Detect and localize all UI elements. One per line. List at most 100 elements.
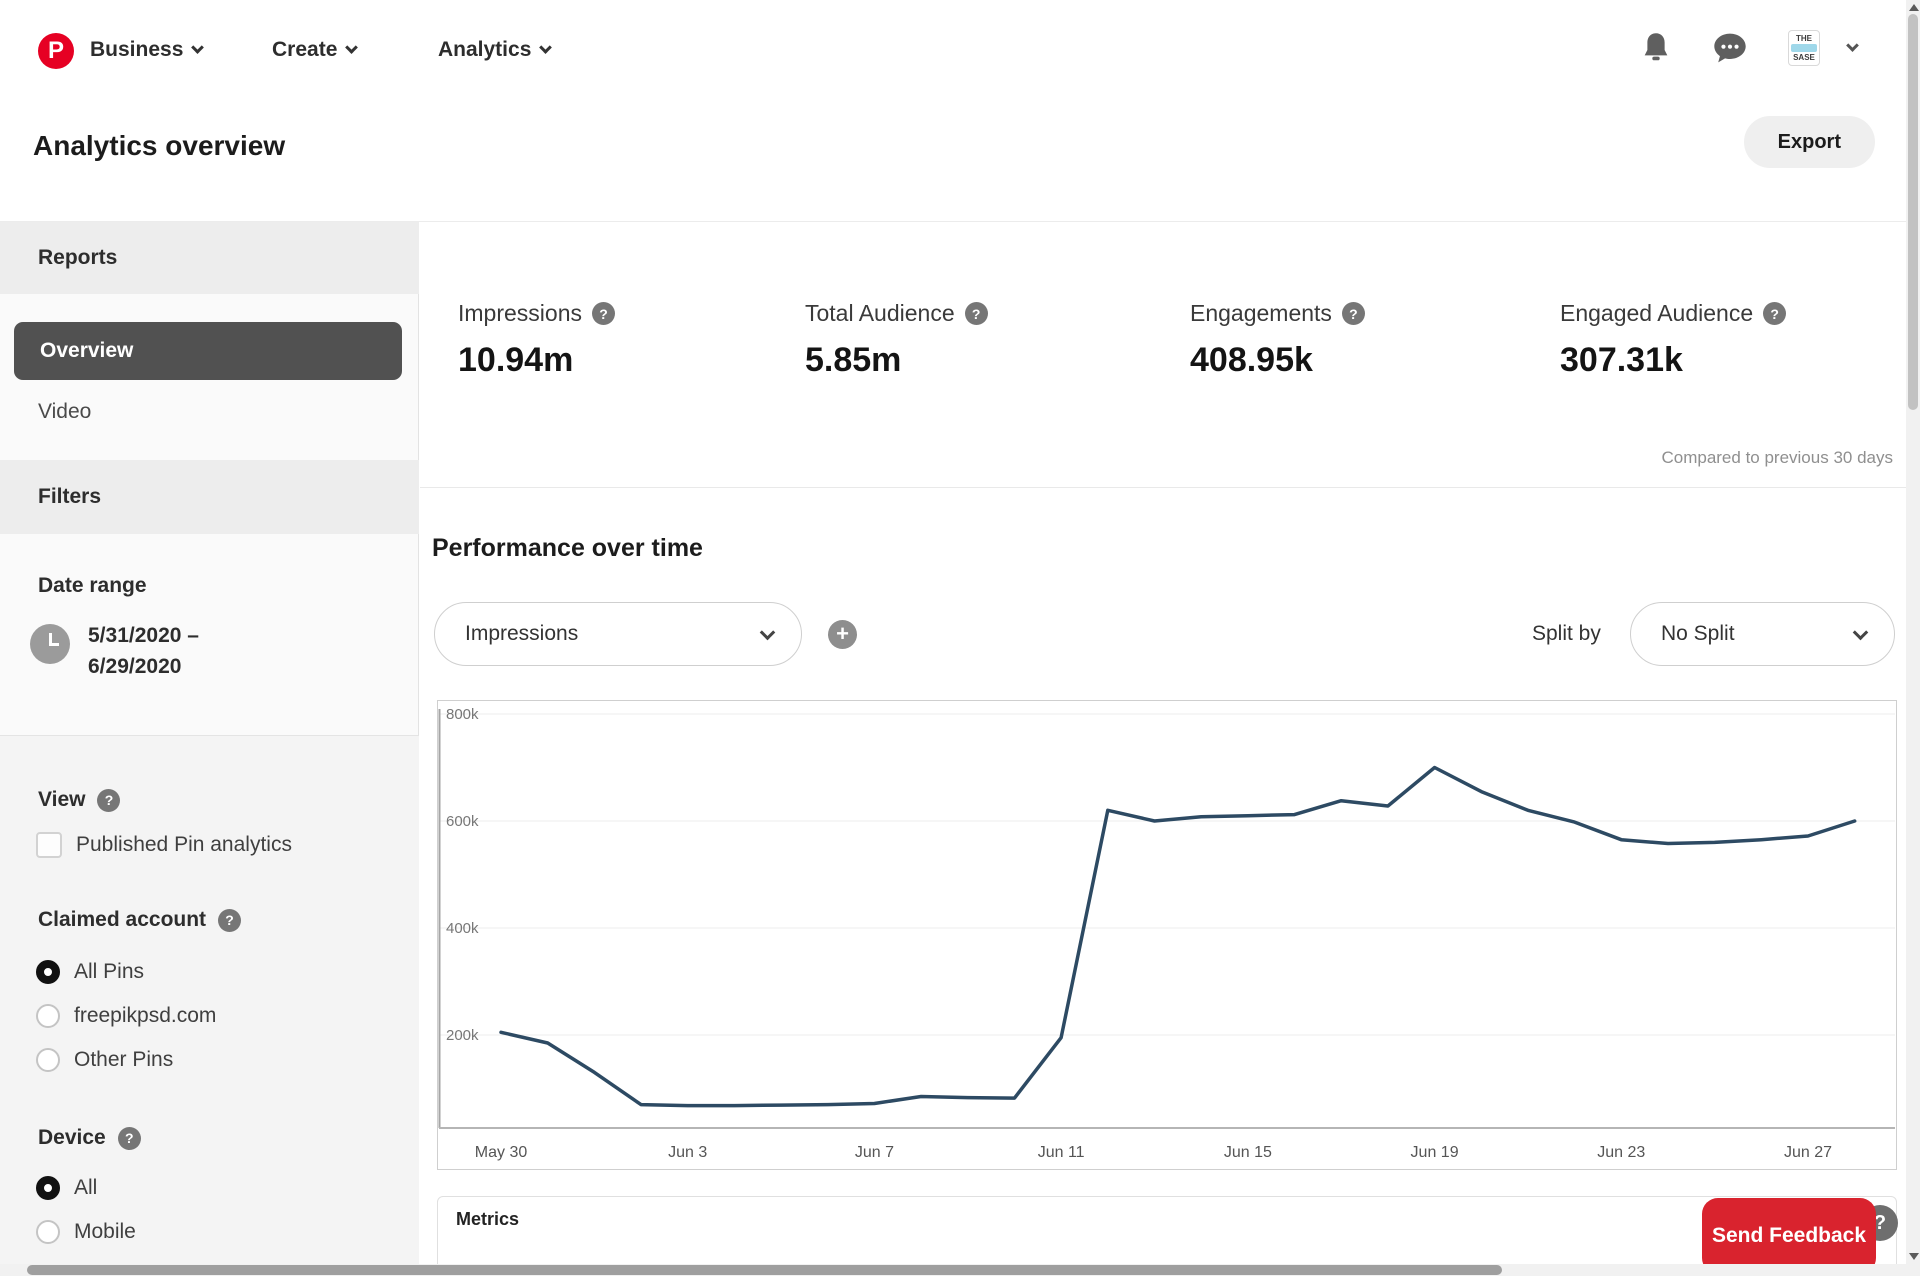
published-pin-analytics-option[interactable]: Published Pin analytics	[36, 832, 292, 858]
svg-text:Jun 23: Jun 23	[1597, 1144, 1645, 1161]
metrics-table-card: Metrics	[437, 1196, 1897, 1276]
published-pin-analytics-checkbox[interactable]	[36, 832, 62, 858]
profile-avatar[interactable]: THE SASE	[1788, 30, 1820, 66]
nav-business-label: Business	[90, 38, 184, 61]
help-icon[interactable]: ?	[97, 788, 121, 812]
view-group-label: View ?	[38, 788, 121, 812]
sidebar-item-video[interactable]: Video	[38, 400, 92, 423]
reports-header-label: Reports	[38, 246, 118, 269]
chevron-down-icon	[759, 624, 776, 641]
avatar-band	[1791, 44, 1817, 52]
metric-engaged-audience: Engaged Audience ? 307.31k	[1560, 300, 1787, 380]
add-metric-button[interactable]: +	[828, 620, 857, 649]
claimed-account-option-all-pins[interactable]: All Pins	[36, 960, 144, 984]
sidebar-filter-groups: View ? Published Pin analytics Claimed a…	[0, 735, 419, 1264]
nav-analytics-label: Analytics	[438, 38, 532, 61]
svg-text:Jun 27: Jun 27	[1784, 1144, 1832, 1161]
top-navigation: P Business Create Analytics	[0, 0, 1920, 88]
nav-right-icons: THE SASE	[1632, 24, 1876, 72]
pinterest-logo-icon[interactable]: P	[38, 33, 74, 69]
nav-create-label: Create	[272, 38, 338, 61]
split-by-dropdown[interactable]: No Split	[1630, 602, 1895, 666]
performance-over-time-title: Performance over time	[432, 534, 703, 562]
horizontal-scrollbar-thumb[interactable]	[27, 1265, 1502, 1275]
svg-text:800k: 800k	[446, 706, 479, 723]
split-by-value: No Split	[1661, 622, 1735, 645]
help-icon[interactable]: ?	[964, 302, 988, 325]
device-option-mobile[interactable]: Mobile	[36, 1220, 136, 1244]
other-pins-radio[interactable]	[36, 1048, 60, 1072]
help-icon[interactable]: ?	[1763, 302, 1787, 325]
chevron-down-icon	[191, 41, 205, 54]
sidebar: Reports Overview Video Filters Date rang…	[0, 222, 419, 1264]
date-range-start: 5/31/2020 –	[88, 624, 199, 647]
svg-text:400k: 400k	[446, 920, 479, 937]
device-group-label: Device ?	[38, 1126, 141, 1150]
engaged-audience-value: 307.31k	[1560, 341, 1683, 379]
metric-engagements: Engagements ? 408.95k	[1190, 300, 1365, 380]
sidebar-item-overview[interactable]: Overview	[14, 322, 402, 380]
impressions-label: Impressions	[458, 300, 582, 326]
svg-text:Jun 7: Jun 7	[855, 1144, 894, 1161]
chevron-down-icon	[539, 41, 553, 54]
device-all-radio[interactable]	[36, 1176, 60, 1200]
account-switcher-chevron-icon[interactable]	[1828, 24, 1876, 72]
device-label-text: Device	[38, 1126, 106, 1149]
svg-text:200k: 200k	[446, 1027, 479, 1044]
scroll-up-arrow-icon[interactable]	[1909, 4, 1919, 11]
notifications-bell-icon[interactable]	[1632, 24, 1680, 72]
nav-item-analytics[interactable]: Analytics	[438, 30, 553, 70]
sidebar-reports-header: Reports	[0, 222, 419, 294]
svg-text:600k: 600k	[446, 813, 479, 830]
send-feedback-button[interactable]: Send Feedback	[1702, 1198, 1876, 1274]
nav-item-business[interactable]: Business	[90, 30, 205, 70]
total-audience-value: 5.85m	[805, 341, 902, 379]
engagements-label: Engagements	[1190, 300, 1332, 326]
claimed-account-option-other-pins[interactable]: Other Pins	[36, 1048, 173, 1072]
date-range-value: 5/31/2020 – 6/29/2020	[88, 620, 199, 682]
metric-select-value: Impressions	[465, 622, 579, 645]
metric-total-audience: Total Audience ? 5.85m	[805, 300, 988, 380]
svg-text:Jun 15: Jun 15	[1224, 1144, 1272, 1161]
svg-text:May 30: May 30	[475, 1144, 528, 1161]
chevron-down-icon	[345, 41, 359, 54]
date-range-label: Date range	[38, 574, 147, 597]
avatar-text-line2: SASE	[1793, 53, 1815, 62]
performance-chart-card: 200k 400k 600k 800k May 30 Jun 3 Jun 7 Jun 11 Ju…	[437, 700, 1897, 1170]
metrics-card-title: Metrics	[456, 1209, 520, 1229]
engagements-value: 408.95k	[1190, 341, 1313, 379]
device-option-all[interactable]: All	[36, 1176, 97, 1200]
date-range-end: 6/29/2020	[88, 655, 182, 678]
svg-text:Jun 19: Jun 19	[1411, 1144, 1459, 1161]
help-icon[interactable]: ?	[117, 1126, 141, 1150]
split-by-label: Split by	[1532, 622, 1601, 645]
view-label-text: View	[38, 788, 86, 811]
claimed-account-label-text: Claimed account	[38, 908, 207, 931]
freepikpsd-label: freepikpsd.com	[74, 1004, 217, 1027]
horizontal-scrollbar	[0, 1264, 1920, 1276]
help-icon[interactable]: ?	[1341, 302, 1365, 325]
metric-select-dropdown[interactable]: Impressions	[434, 602, 802, 666]
help-icon[interactable]: ?	[218, 908, 242, 932]
nav-item-create[interactable]: Create	[272, 30, 359, 70]
main-content: Impressions ? 10.94m Total Audience ? 5.…	[420, 222, 1906, 1276]
messages-chat-icon[interactable]	[1706, 24, 1754, 72]
metric-impressions: Impressions ? 10.94m	[458, 300, 615, 380]
device-mobile-radio[interactable]	[36, 1220, 60, 1244]
all-pins-radio[interactable]	[36, 960, 60, 984]
date-range-picker[interactable]: 5/31/2020 – 6/29/2020	[30, 620, 199, 682]
help-icon[interactable]: ?	[591, 302, 615, 325]
scroll-down-arrow-icon[interactable]	[1909, 1253, 1919, 1260]
impressions-value: 10.94m	[458, 341, 574, 379]
svg-text:Jun 11: Jun 11	[1038, 1144, 1085, 1161]
device-mobile-label: Mobile	[74, 1220, 136, 1243]
claimed-account-option-freepikpsd[interactable]: freepikpsd.com	[36, 1004, 216, 1028]
svg-text:Jun 3: Jun 3	[668, 1144, 707, 1161]
vertical-scrollbar	[1906, 0, 1920, 1264]
export-button[interactable]: Export	[1743, 116, 1875, 168]
compared-note: Compared to previous 30 days	[1661, 448, 1893, 467]
vertical-scrollbar-thumb[interactable]	[1908, 14, 1918, 410]
clock-icon	[30, 624, 70, 664]
freepikpsd-radio[interactable]	[36, 1004, 60, 1028]
